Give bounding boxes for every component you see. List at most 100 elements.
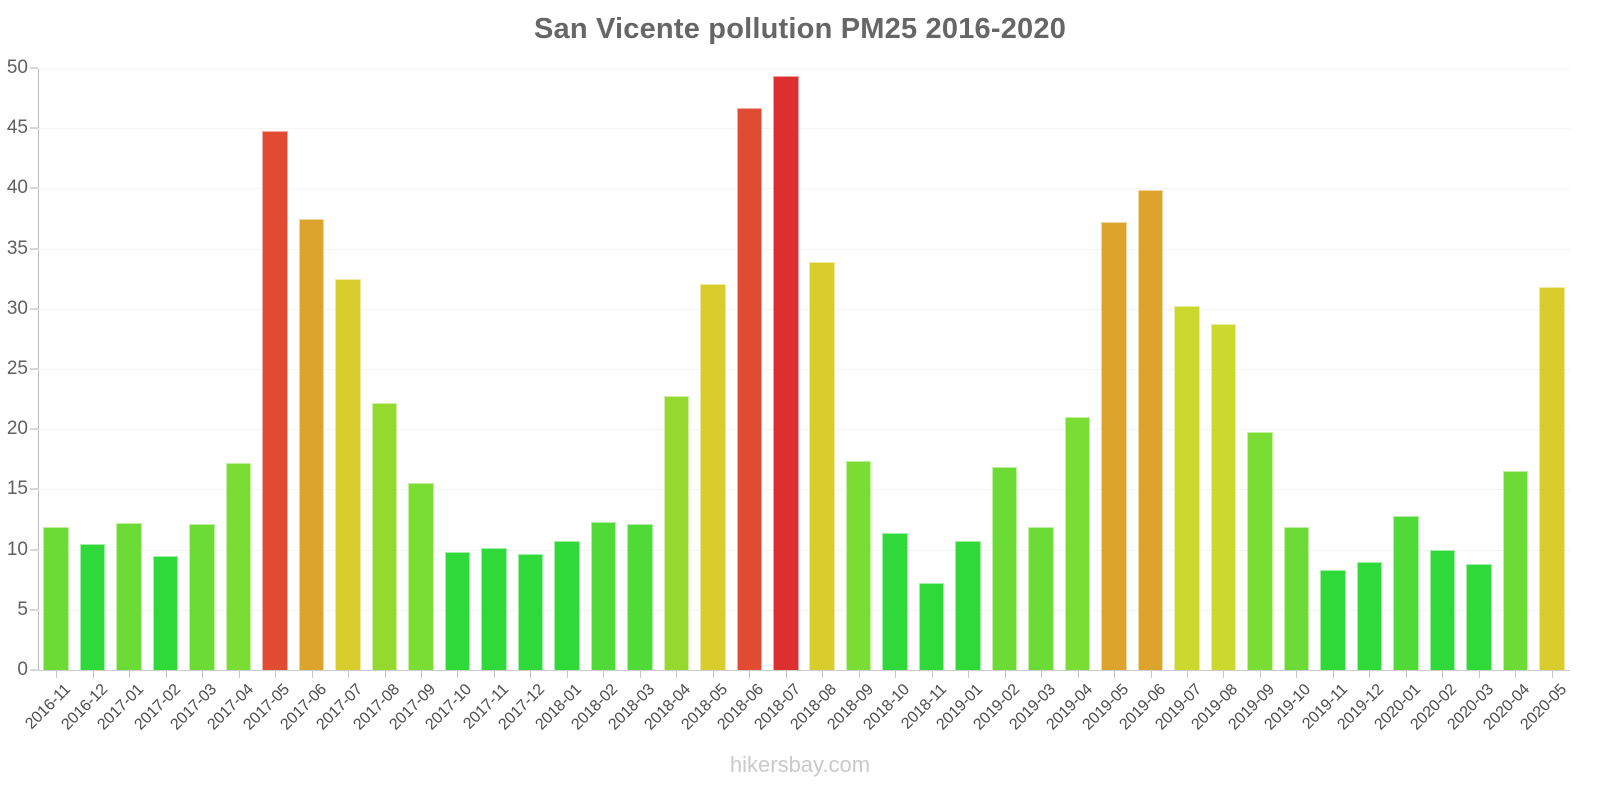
bar[interactable] (79, 543, 106, 670)
gridline (38, 429, 1570, 431)
gridline (38, 68, 1570, 69)
x-axis-tick-mark (1077, 671, 1079, 678)
bar[interactable] (481, 548, 507, 670)
y-axis-tick-mark (30, 549, 38, 551)
bar[interactable] (882, 532, 908, 670)
gridline (38, 489, 1570, 491)
x-axis-tick-mark (238, 671, 240, 678)
bar[interactable] (554, 541, 580, 670)
x-axis-tick-mark (1442, 671, 1444, 678)
x-axis-tick-mark (566, 671, 568, 678)
x-axis-tick-mark (1223, 671, 1225, 678)
x-axis-tick-mark (92, 671, 94, 678)
bar[interactable] (517, 554, 544, 670)
x-axis-tick-mark (530, 671, 532, 678)
bar[interactable] (1393, 515, 1419, 670)
x-axis-tick-mark (822, 671, 824, 678)
x-axis-tick-mark (1369, 671, 1371, 678)
x-axis-tick-mark (202, 671, 204, 678)
plot-area (38, 68, 1570, 671)
bar[interactable] (845, 460, 872, 670)
x-axis-tick-mark (1187, 671, 1188, 678)
bar[interactable] (736, 107, 763, 670)
bar[interactable] (1356, 561, 1383, 670)
y-axis-tick-label: 35 (6, 237, 28, 259)
x-axis-tick-mark (931, 671, 933, 678)
y-axis-tick-label: 40 (6, 177, 28, 199)
x-axis-tick-mark (56, 671, 58, 678)
gridline (38, 549, 1570, 551)
x-axis-tick-mark (1114, 671, 1116, 678)
bar[interactable] (1028, 526, 1054, 670)
x-axis-tick-mark (1478, 671, 1480, 678)
bar[interactable] (991, 466, 1018, 670)
y-axis-tick-mark (30, 368, 38, 370)
bar[interactable] (371, 402, 398, 670)
bar[interactable] (1320, 570, 1346, 670)
y-axis-tick-label: 0 (17, 659, 28, 680)
gridline (38, 369, 1570, 370)
bar[interactable] (444, 552, 471, 670)
x-axis-tick-mark (1515, 671, 1517, 678)
bar[interactable] (1466, 564, 1492, 670)
gridline (38, 248, 1570, 250)
x-axis-tick-mark (275, 671, 277, 678)
bar[interactable] (1247, 431, 1273, 670)
x-axis-tick-mark (1405, 671, 1407, 678)
y-axis-tick-label: 15 (6, 478, 28, 500)
bar[interactable] (590, 521, 617, 670)
bar[interactable] (1283, 526, 1310, 670)
gridline (38, 670, 1570, 671)
bar[interactable] (152, 555, 179, 670)
bar[interactable] (262, 130, 288, 670)
bar[interactable] (627, 524, 653, 670)
x-axis-tick-mark (639, 671, 641, 678)
bar[interactable] (1174, 306, 1200, 670)
bar[interactable] (772, 76, 799, 670)
bar[interactable] (408, 483, 434, 670)
bar[interactable] (225, 462, 252, 670)
x-axis-tick-mark (1551, 671, 1553, 678)
x-axis-tick-mark (1332, 671, 1334, 678)
x-axis-tick-mark (457, 671, 459, 678)
bar[interactable] (116, 523, 142, 670)
x-axis-tick-mark (165, 671, 167, 678)
y-axis-tick-mark (30, 488, 38, 490)
page-title: San Vicente pollution PM25 2016-2020 (533, 13, 1067, 45)
x-axis-tick-mark (676, 671, 678, 678)
bar[interactable] (298, 218, 325, 670)
bar[interactable] (43, 526, 69, 670)
bar[interactable] (1137, 189, 1164, 670)
bar[interactable] (1429, 549, 1456, 670)
bar[interactable] (663, 395, 690, 670)
x-axis-tick-mark (1041, 671, 1043, 678)
bar[interactable] (1210, 324, 1237, 670)
gridline (38, 128, 1570, 130)
y-axis-tick-label: 20 (6, 418, 28, 440)
gridline (38, 308, 1570, 310)
bar[interactable] (335, 278, 361, 670)
x-axis-tick-mark (785, 671, 787, 678)
bar[interactable] (918, 583, 945, 670)
y-axis-tick-label: 10 (6, 538, 28, 560)
x-axis-tick-mark (421, 671, 422, 678)
x-axis-tick-mark (348, 671, 350, 678)
x-axis-tick-mark (1259, 671, 1261, 678)
y-axis-tick-label: 25 (6, 358, 28, 379)
bar[interactable] (189, 524, 215, 670)
x-axis-tick-mark (749, 671, 751, 678)
bar[interactable] (809, 261, 835, 670)
y-axis-tick-mark (30, 669, 38, 671)
bar[interactable] (955, 541, 981, 670)
gridline (38, 609, 1570, 611)
x-axis-tick-mark (311, 671, 313, 678)
y-axis-tick-mark (30, 187, 38, 189)
x-axis-tick-mark (858, 671, 860, 678)
bar[interactable] (1101, 222, 1127, 670)
bar[interactable] (700, 283, 726, 670)
x-axis-tick-mark (493, 671, 495, 678)
bar[interactable] (1538, 287, 1565, 670)
bar[interactable] (1064, 417, 1091, 670)
bar[interactable] (1502, 471, 1529, 670)
